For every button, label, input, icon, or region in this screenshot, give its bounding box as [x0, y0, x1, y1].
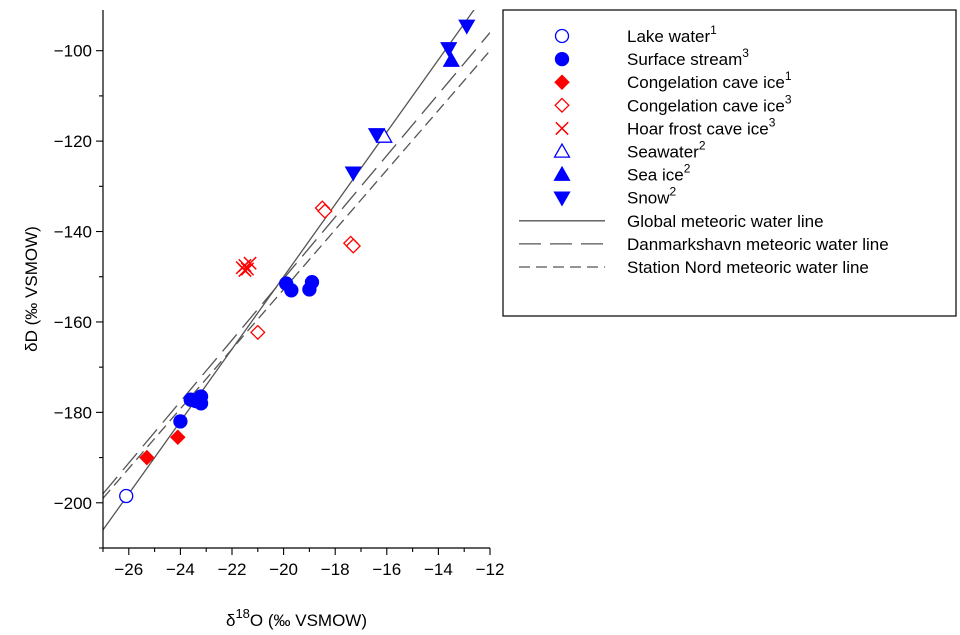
- data-point-s4-3: [317, 203, 333, 219]
- legend-symbol-1: [554, 28, 570, 44]
- data-point-s4-1: [250, 324, 266, 341]
- y-axis-title: δD (‰ VSMOW): [22, 226, 41, 352]
- legend-symbol-2: [554, 51, 570, 67]
- data-point-s2-5: [193, 396, 209, 411]
- legend-symbol-5: [555, 121, 569, 136]
- x-tick-label: −12: [476, 560, 505, 579]
- legend-symbol-8: [553, 191, 571, 207]
- data-point-s2-1: [173, 414, 188, 429]
- y-tick-label: −100: [54, 42, 92, 61]
- axes: −26 −24 −22 −20 −18 −16 −14 −12 −200 −180 −160 −140…: [22, 10, 504, 630]
- plot-series: [103, 10, 490, 531]
- x-tick-label: −16: [372, 560, 401, 579]
- legend-label-2: Surface stream3: [627, 46, 749, 69]
- legend-label-4: Congelation cave ice3: [627, 92, 792, 115]
- series-line-2: [103, 32, 490, 495]
- y-tick-label: −120: [54, 132, 92, 151]
- legend-label-1: Lake water1: [627, 23, 717, 46]
- y-tick-label: −160: [54, 313, 92, 332]
- legend-label-6: Seawater2: [627, 139, 706, 162]
- data-point-s3-1: [139, 449, 155, 466]
- x-tick-label: −20: [269, 560, 298, 579]
- x-tick-label: −24: [166, 560, 195, 579]
- plot-area: [103, 10, 490, 531]
- legend-box: [502, 9, 957, 317]
- legend-label-5: Hoar frost cave ice3: [627, 115, 776, 138]
- legend-symbol-6: [553, 142, 571, 158]
- legend-symbol-7: [553, 165, 571, 181]
- legend-label-7: Sea ice2: [627, 162, 691, 185]
- y-tick-label: −180: [54, 403, 92, 422]
- data-point-s8-3: [440, 42, 458, 58]
- y-tick-label: −140: [54, 223, 92, 242]
- series-line-1: [103, 10, 475, 531]
- legend-label-9: Global meteoric water line: [627, 212, 824, 231]
- legend-label-8: Snow2: [627, 185, 677, 208]
- data-point-s5-4: [243, 256, 257, 270]
- data-point-s3-2: [170, 429, 186, 445]
- legend-label-11: Station Nord meteoric water line: [627, 258, 869, 277]
- x-tick-label: −26: [114, 560, 143, 579]
- data-point-s2-7: [284, 283, 299, 298]
- series-line-3: [103, 50, 490, 499]
- legend-symbol-4: [554, 97, 570, 114]
- legend-symbol-3: [554, 74, 570, 90]
- legend-label-3: Congelation cave ice1: [627, 69, 792, 92]
- x-axis-title: δ18O (‰ VSMOW): [226, 606, 367, 630]
- data-point-s8-1: [367, 128, 386, 144]
- data-point-s7-1: [442, 51, 460, 67]
- data-point-s2-9: [304, 275, 320, 290]
- y-tick-label: −200: [54, 494, 92, 513]
- data-point-s1-1: [119, 488, 134, 504]
- x-tick-label: −14: [424, 560, 453, 579]
- x-tick-label: −22: [218, 560, 247, 579]
- data-point-s5-5: [238, 263, 252, 278]
- data-point-s4-5: [345, 238, 362, 254]
- data-point-s8-2: [344, 166, 362, 182]
- data-point-s8-4: [458, 19, 476, 35]
- x-tick-label: −18: [321, 560, 350, 579]
- legend-label-10: Danmarkshavn meteoric water line: [627, 235, 889, 254]
